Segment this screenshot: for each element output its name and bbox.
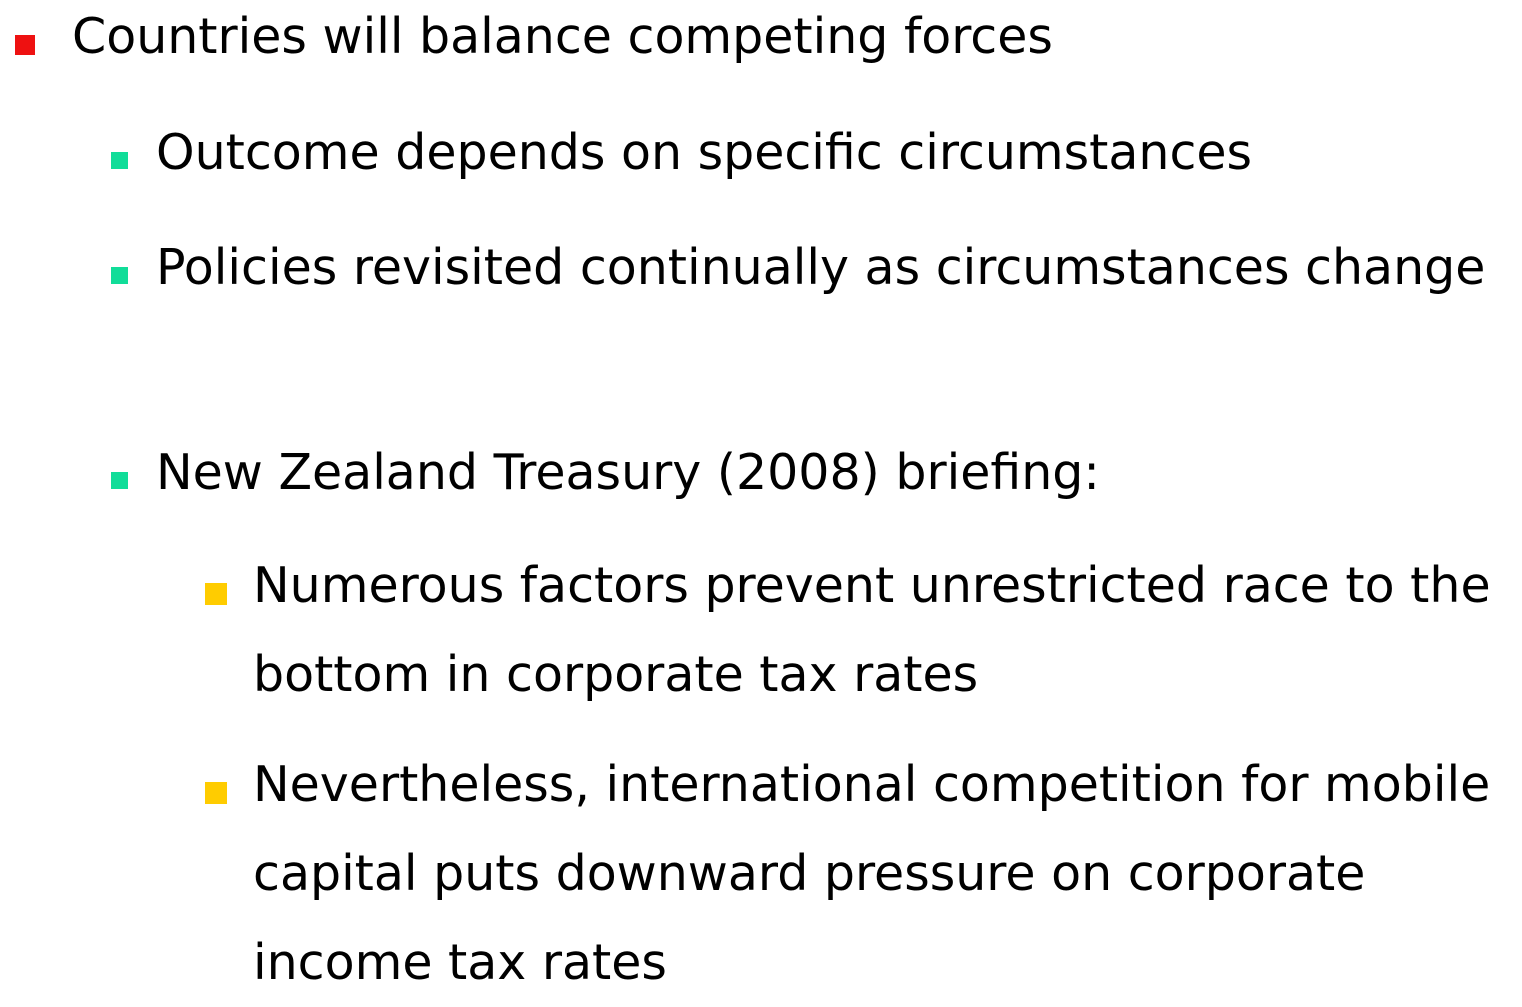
- bullet-text: Outcome depends on specific circumstance…: [156, 124, 1253, 181]
- bullet-item: Countries will balance competing forces: [15, 0, 1517, 81]
- bullet-item: Policies revisited continually as circum…: [111, 223, 1517, 312]
- bullet-text: Nevertheless, international competition …: [253, 756, 1491, 991]
- bullet-text: Numerous factors prevent unrestricted ra…: [253, 557, 1491, 703]
- bullet-text: Policies revisited continually as circum…: [156, 239, 1486, 296]
- bullet-marker: [111, 472, 128, 489]
- bullet-marker: [111, 152, 128, 169]
- bullet-item: New Zealand Treasury (2008) briefing:: [111, 428, 1517, 517]
- bullet-item: Nevertheless, international competition …: [205, 740, 1517, 1007]
- bullet-marker: [111, 267, 128, 284]
- bullet-item: Numerous factors prevent unrestricted ra…: [205, 541, 1517, 719]
- bullet-text: Countries will balance competing forces: [72, 8, 1053, 65]
- bullet-marker: [205, 583, 227, 605]
- bullet-marker: [15, 35, 35, 55]
- bullet-text: New Zealand Treasury (2008) briefing:: [156, 444, 1100, 501]
- bullet-item: Outcome depends on specific circumstance…: [111, 108, 1517, 197]
- bullet-marker: [205, 782, 227, 804]
